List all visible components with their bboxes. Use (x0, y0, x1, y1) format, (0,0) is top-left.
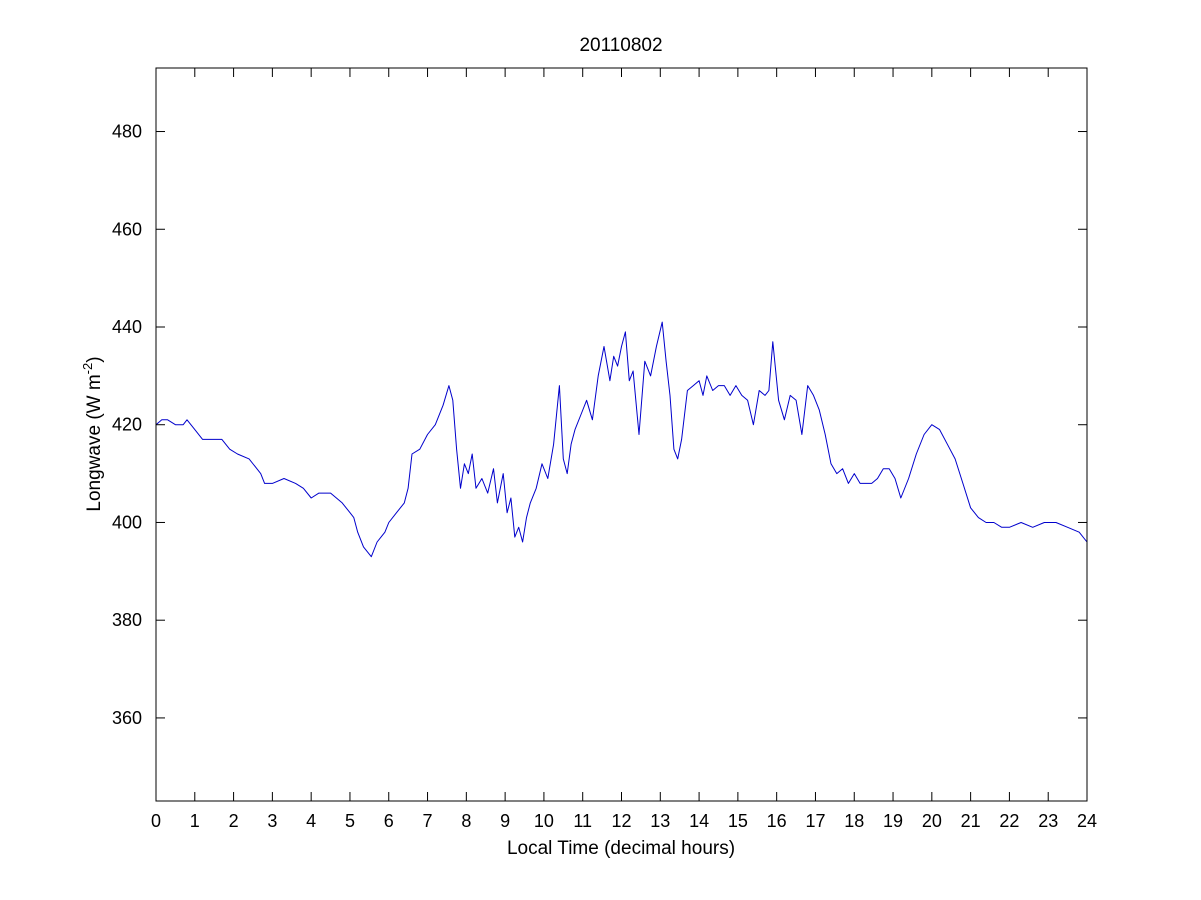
y-axis-label: Longwave (W m-2) (80, 356, 105, 511)
series-layer (155, 321, 1088, 558)
x-tick-label: 24 (1077, 811, 1097, 831)
x-tick-label: 14 (689, 811, 709, 831)
x-tick-label: 12 (611, 811, 631, 831)
plot-area (156, 68, 1087, 801)
x-tick-label: 13 (650, 811, 670, 831)
y-axis-ticks: 360 380 400 420 440 460 480 (112, 122, 1087, 728)
x-tick-label: 10 (534, 811, 554, 831)
y-axis-label-main: Longwave (W m (84, 374, 105, 511)
y-tick-label: 480 (112, 122, 142, 142)
x-tick-label: 18 (844, 811, 864, 831)
x-axis-ticks: 0 1 2 3 4 5 6 7 8 9 10 11 12 13 14 15 16 17 18 19 20 21 22 23 24 (151, 68, 1097, 831)
x-tick-label: 2 (229, 811, 239, 831)
x-tick-label: 8 (461, 811, 471, 831)
x-tick-label: 23 (1038, 811, 1058, 831)
y-tick-label: 380 (112, 610, 142, 630)
x-tick-label: 15 (728, 811, 748, 831)
x-tick-label: 22 (999, 811, 1019, 831)
y-tick-label: 460 (112, 219, 142, 239)
x-tick-label: 6 (384, 811, 394, 831)
x-tick-label: 20 (922, 811, 942, 831)
x-tick-label: 21 (961, 811, 981, 831)
series-line (155, 321, 1088, 558)
x-tick-label: 3 (267, 811, 277, 831)
chart-title: 20110802 (579, 35, 662, 56)
y-tick-label: 360 (112, 708, 142, 728)
x-tick-label: 5 (345, 811, 355, 831)
y-tick-label: 400 (112, 512, 142, 532)
x-tick-label: 9 (500, 811, 510, 831)
y-tick-label: 440 (112, 317, 142, 337)
y-tick-label: 420 (112, 415, 142, 435)
x-tick-label: 16 (767, 811, 787, 831)
x-tick-label: 0 (151, 811, 161, 831)
y-axis-label-close: ) (84, 356, 105, 362)
x-tick-label: 19 (883, 811, 903, 831)
x-tick-label: 1 (190, 811, 200, 831)
x-axis-label: Local Time (decimal hours) (507, 838, 735, 859)
x-tick-label: 17 (805, 811, 825, 831)
x-tick-label: 4 (306, 811, 316, 831)
x-tick-label: 7 (423, 811, 433, 831)
y-axis-label-exponent: -2 (80, 363, 95, 375)
x-tick-label: 11 (573, 811, 592, 831)
